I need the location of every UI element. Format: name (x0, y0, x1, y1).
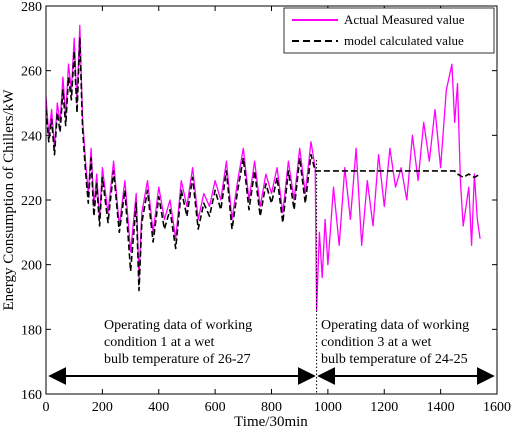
x-tick-label-800: 800 (261, 400, 282, 415)
x-tick-label-1200: 1200 (370, 400, 398, 415)
y-axis-ticks: 160 180 200 220 240 260 280 (21, 0, 497, 403)
y-tick-label-280: 280 (21, 0, 42, 15)
x-tick-label-0: 0 (43, 400, 50, 415)
legend-box (283, 7, 495, 54)
y-tick-label-180: 180 (21, 323, 42, 338)
x-tick-label-1600: 1600 (483, 400, 511, 415)
svg-text:Operating data of working: Operating data of working condition 3 at… (321, 318, 473, 367)
series-line-model (46, 37, 481, 292)
series-line-actual (46, 24, 481, 311)
y-tick-label-260: 260 (21, 65, 42, 80)
series-layer (46, 24, 481, 311)
annotation-condition-3: Operating data of working condition 3 at… (321, 318, 473, 367)
annotation-condition-1: Operating data of working condition 1 at… (104, 318, 256, 367)
y-tick-label-200: 200 (21, 259, 42, 274)
annotation-condition-3-line-3: bulb temperature of 24-25 (321, 352, 468, 367)
legend-label-model: model calculated value (344, 33, 464, 48)
svg-text:Operating data of working: Operating data of working condition 1 at… (104, 318, 256, 367)
x-tick-label-600: 600 (205, 400, 226, 415)
annotation-condition-1-line-3: bulb temperature of 26-27 (104, 352, 251, 367)
y-tick-label-220: 220 (21, 194, 42, 209)
annotation-condition-1-line-2: condition 1 at a wet (104, 335, 215, 350)
y-tick-label-160: 160 (21, 388, 42, 403)
annotation-condition-1-line-1: Operating data of working (104, 318, 252, 333)
x-axis-label: Time/30min (234, 414, 308, 430)
y-tick-label-240: 240 (21, 129, 42, 144)
legend-label-actual: Actual Measured value (344, 12, 465, 27)
y-axis-label: Energy Consumption of Chillers/kW (1, 89, 17, 311)
x-axis-ticks: 0 200 400 600 800 1000 1200 1400 1600 (43, 6, 511, 415)
annotation-condition-3-line-2: condition 3 at a wet (321, 335, 432, 350)
x-tick-label-1000: 1000 (314, 400, 342, 415)
plot-frame (45, 5, 498, 395)
x-tick-label-200: 200 (92, 400, 113, 415)
legend: Actual Measured value model calculated v… (283, 7, 495, 54)
x-tick-label-400: 400 (148, 400, 169, 415)
annotation-condition-3-line-1: Operating data of working (321, 318, 469, 333)
x-tick-label-1400: 1400 (427, 400, 455, 415)
